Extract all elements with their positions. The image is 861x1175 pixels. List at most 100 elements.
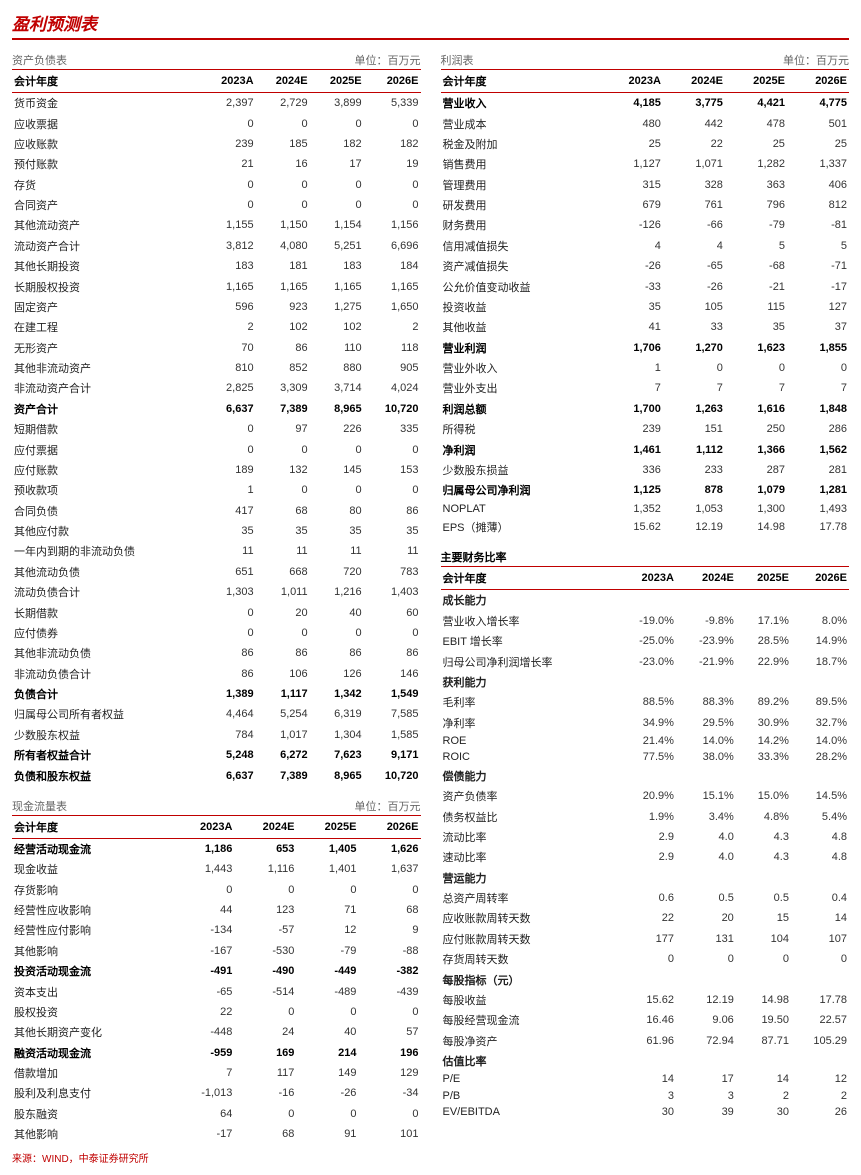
cell: 923 bbox=[256, 297, 310, 317]
table-row: 股东融资64000 bbox=[12, 1104, 421, 1124]
row-label: 预付账款 bbox=[12, 154, 201, 174]
cell: 0.5 bbox=[736, 888, 791, 908]
table-row: 合同资产0000 bbox=[12, 195, 421, 215]
cell: 89.5% bbox=[791, 692, 849, 712]
cell: 0 bbox=[358, 1002, 420, 1022]
cell: 151 bbox=[663, 419, 725, 439]
year-label: 会计年度 bbox=[12, 816, 171, 839]
cell: 0 bbox=[663, 358, 725, 378]
row-label: 财务费用 bbox=[441, 215, 600, 235]
cashflow-table: 会计年度 2023A 2024E 2025E 2026E 经营活动现金流1,18… bbox=[12, 816, 421, 1145]
cell: 181 bbox=[256, 256, 310, 276]
cell: 4.0 bbox=[676, 847, 736, 867]
cell: 501 bbox=[787, 113, 849, 133]
table-row: EPS（摊薄）15.6212.1914.9817.78 bbox=[441, 517, 850, 537]
cell: 328 bbox=[663, 175, 725, 195]
row-label: 公允价值变动收益 bbox=[441, 276, 600, 296]
cell: 183 bbox=[310, 256, 364, 276]
table-row: 其他流动负债651668720783 bbox=[12, 562, 421, 582]
cell: -34 bbox=[358, 1083, 420, 1103]
cell: 11 bbox=[201, 541, 256, 561]
row-label: 其他非流动资产 bbox=[12, 358, 201, 378]
table-row: 存货周转天数0000 bbox=[441, 949, 850, 969]
category-label: 估值比率 bbox=[441, 1051, 850, 1071]
table-row: 非流动资产合计2,8253,3093,7144,024 bbox=[12, 378, 421, 398]
cell: -88 bbox=[358, 941, 420, 961]
cell: 102 bbox=[310, 317, 364, 337]
cell: 651 bbox=[201, 562, 256, 582]
col-y0: 2023A bbox=[201, 70, 256, 93]
cell: 239 bbox=[600, 419, 663, 439]
income-header: 利润表 单位：百万元 bbox=[441, 50, 850, 70]
cell: 115 bbox=[725, 297, 787, 317]
row-label: 总资产周转率 bbox=[441, 888, 617, 908]
cell: 0 bbox=[201, 113, 256, 133]
cell: 4.3 bbox=[736, 827, 791, 847]
cell: 41 bbox=[600, 317, 663, 337]
cell: 1,011 bbox=[256, 582, 310, 602]
cell: 33 bbox=[663, 317, 725, 337]
cell: 1,127 bbox=[600, 154, 663, 174]
cell: 7 bbox=[663, 378, 725, 398]
cell: 0 bbox=[234, 880, 296, 900]
table-row: 公允价值变动收益-33-26-21-17 bbox=[441, 276, 850, 296]
col-y0: 2023A bbox=[600, 70, 663, 93]
cell: 35 bbox=[310, 521, 364, 541]
cell: 0 bbox=[256, 113, 310, 133]
row-label: 合同负债 bbox=[12, 501, 201, 521]
table-row: 研发费用679761796812 bbox=[441, 195, 850, 215]
cell: 149 bbox=[296, 1063, 358, 1083]
cell: 810 bbox=[201, 358, 256, 378]
cell: 0 bbox=[256, 623, 310, 643]
ratio-category: 每股指标（元） bbox=[441, 969, 850, 989]
cell: 77.5% bbox=[616, 749, 676, 765]
row-label: 应收账款周转天数 bbox=[441, 908, 617, 928]
cell: -25.0% bbox=[616, 631, 676, 651]
cell: 1,700 bbox=[600, 399, 663, 419]
cell: 2 bbox=[364, 317, 421, 337]
cell: 596 bbox=[201, 297, 256, 317]
cell: 105.29 bbox=[791, 1031, 849, 1051]
cell: 20 bbox=[256, 602, 310, 622]
cell: 335 bbox=[364, 419, 421, 439]
cell: 852 bbox=[256, 358, 310, 378]
cell: 1,281 bbox=[787, 480, 849, 500]
table-row: 其他收益41333537 bbox=[441, 317, 850, 337]
table-row: 长期借款0204060 bbox=[12, 602, 421, 622]
cell: 286 bbox=[787, 419, 849, 439]
table-row: 信用减值损失4455 bbox=[441, 236, 850, 256]
cell: 668 bbox=[256, 562, 310, 582]
cell: 1,156 bbox=[364, 215, 421, 235]
cell: 4,185 bbox=[600, 93, 663, 114]
row-label: 其他应付款 bbox=[12, 521, 201, 541]
cell: 0 bbox=[364, 480, 421, 500]
cell: 3,309 bbox=[256, 378, 310, 398]
row-label: 流动负债合计 bbox=[12, 582, 201, 602]
table-row: 每股收益15.6212.1914.9817.78 bbox=[441, 990, 850, 1010]
balance-unit: 单位：百万元 bbox=[355, 52, 421, 68]
cell: 905 bbox=[364, 358, 421, 378]
row-label: 其他非流动负债 bbox=[12, 643, 201, 663]
table-row: 每股净资产61.9672.9487.71105.29 bbox=[441, 1031, 850, 1051]
year-label: 会计年度 bbox=[441, 70, 600, 93]
cell: 32.7% bbox=[791, 713, 849, 733]
row-label: 长期股权投资 bbox=[12, 276, 201, 296]
row-label: 经营性应收影响 bbox=[12, 900, 171, 920]
cell: 22 bbox=[171, 1002, 234, 1022]
income-table: 会计年度 2023A 2024E 2025E 2026E 营业收入4,1853,… bbox=[441, 70, 850, 537]
cell: 1,165 bbox=[310, 276, 364, 296]
cell: 233 bbox=[663, 460, 725, 480]
table-row: 销售费用1,1271,0711,2821,337 bbox=[441, 154, 850, 174]
table-row: 股权投资22000 bbox=[12, 1002, 421, 1022]
col-y3: 2026E bbox=[358, 816, 420, 839]
cell: 226 bbox=[310, 419, 364, 439]
table-row: 其他非流动负债86868686 bbox=[12, 643, 421, 663]
row-label: 所有者权益合计 bbox=[12, 745, 201, 765]
table-row: 融资活动现金流-959169214196 bbox=[12, 1043, 421, 1063]
table-row: EV/EBITDA30393026 bbox=[441, 1104, 850, 1120]
cell: -26 bbox=[663, 276, 725, 296]
cell: 480 bbox=[600, 113, 663, 133]
cell: 1,637 bbox=[358, 859, 420, 879]
cell: 0 bbox=[234, 1002, 296, 1022]
cell: 14 bbox=[616, 1071, 676, 1087]
